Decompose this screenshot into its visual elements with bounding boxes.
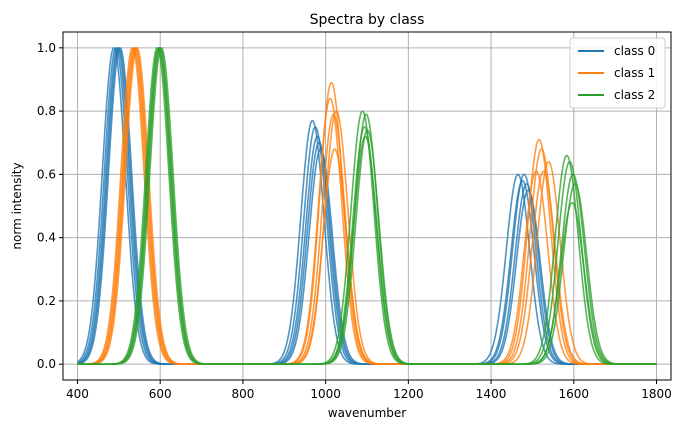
legend-label: class 1 [614, 66, 655, 80]
y-tick-label: 0.6 [37, 167, 56, 181]
legend: class 0 class 1 class 2 [569, 37, 666, 109]
x-tick-label: 800 [231, 387, 254, 401]
spectrum-line [77, 47, 657, 365]
spectrum-line [77, 47, 657, 365]
legend-label: class 0 [614, 44, 655, 58]
plot-area-frame [62, 31, 672, 381]
spectrum-line [77, 47, 657, 365]
y-axis-label: norm intensity [10, 162, 24, 249]
x-tick-label: 1000 [310, 387, 341, 401]
spectrum-line [77, 47, 657, 365]
x-tick-label: 600 [149, 387, 172, 401]
series-lines [77, 47, 657, 365]
legend-box [569, 37, 666, 109]
y-tick-label: 0.4 [37, 231, 56, 245]
legend-label: class 2 [614, 88, 655, 102]
series-2 [77, 47, 657, 365]
x-tick-label: 1400 [476, 387, 507, 401]
x-tick-label: 1600 [559, 387, 590, 401]
x-axis-label: wavenumber [328, 406, 407, 420]
chart-title: Spectra by class [310, 12, 425, 28]
y-tick-label: 0.0 [37, 357, 56, 371]
y-tick-label: 1.0 [37, 41, 56, 55]
spectrum-line [77, 47, 657, 365]
axis-ticks: 400 600 800 1000 1200 1400 1600 1800 0.0 0.2 0.4 0.… [37, 41, 672, 401]
series-1 [77, 47, 657, 365]
x-tick-label: 1800 [641, 387, 672, 401]
y-tick-label: 0.2 [37, 294, 56, 308]
x-tick-label: 400 [66, 387, 89, 401]
x-tick-label: 1200 [393, 387, 424, 401]
y-tick-label: 0.8 [37, 104, 56, 118]
